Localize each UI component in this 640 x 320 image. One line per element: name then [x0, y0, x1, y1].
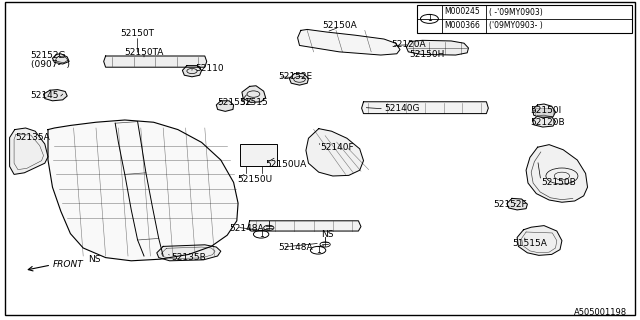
Bar — [240, 144, 277, 166]
Polygon shape — [182, 66, 202, 77]
Polygon shape — [289, 74, 308, 85]
Text: ('09MY0903- ): ('09MY0903- ) — [489, 21, 543, 30]
Text: 52145: 52145 — [31, 92, 60, 100]
Polygon shape — [526, 145, 588, 202]
Text: 52120B: 52120B — [530, 118, 564, 127]
Polygon shape — [104, 56, 207, 67]
Polygon shape — [44, 90, 67, 101]
Polygon shape — [10, 128, 48, 174]
Text: 52135B: 52135B — [172, 253, 206, 262]
Text: 52152E: 52152E — [278, 72, 312, 81]
Text: 52150B: 52150B — [541, 178, 575, 187]
Polygon shape — [157, 245, 221, 261]
Text: 52152G: 52152G — [31, 52, 66, 60]
Polygon shape — [406, 40, 468, 55]
Polygon shape — [532, 115, 556, 127]
Text: (0907-  ): (0907- ) — [31, 60, 70, 68]
Text: NS: NS — [88, 255, 101, 264]
Text: 52140G: 52140G — [384, 104, 419, 113]
Bar — [417, 5, 632, 33]
Text: 52152F: 52152F — [493, 200, 527, 209]
Text: FRONT: FRONT — [52, 260, 83, 269]
Text: ( -'09MY0903): ( -'09MY0903) — [489, 7, 543, 17]
Text: 52150I: 52150I — [530, 106, 561, 115]
Text: 52150H: 52150H — [410, 50, 445, 59]
Polygon shape — [248, 221, 361, 231]
Text: 1: 1 — [427, 14, 432, 23]
Polygon shape — [52, 54, 69, 64]
Polygon shape — [532, 104, 556, 118]
Polygon shape — [362, 102, 488, 114]
Text: 52150A: 52150A — [322, 21, 356, 30]
Text: 1: 1 — [316, 246, 321, 255]
Text: 52140F: 52140F — [320, 143, 354, 152]
Text: NS: NS — [321, 230, 334, 239]
Text: M000366: M000366 — [444, 21, 480, 30]
Polygon shape — [306, 129, 364, 176]
Text: 52150U: 52150U — [237, 175, 272, 184]
Text: 52153Z: 52153Z — [218, 98, 252, 107]
Text: 52150UA: 52150UA — [266, 160, 307, 169]
Text: 52135A: 52135A — [15, 133, 50, 142]
Polygon shape — [48, 120, 238, 261]
Polygon shape — [298, 29, 400, 55]
Text: 52150TA: 52150TA — [124, 48, 164, 57]
Text: 52148A: 52148A — [229, 224, 264, 233]
Text: 51515: 51515 — [239, 98, 268, 107]
Text: 1: 1 — [259, 230, 264, 239]
Polygon shape — [507, 198, 527, 210]
Text: 52150T: 52150T — [120, 29, 155, 38]
Text: A505001198: A505001198 — [574, 308, 627, 317]
Bar — [535, 108, 553, 116]
Text: 52110: 52110 — [195, 64, 224, 73]
Polygon shape — [216, 101, 234, 111]
Polygon shape — [242, 86, 266, 102]
Text: 52148A: 52148A — [278, 243, 313, 252]
Polygon shape — [517, 226, 562, 255]
Text: M000245: M000245 — [444, 7, 480, 17]
Text: 51515A: 51515A — [512, 239, 547, 248]
Text: 52120A: 52120A — [392, 40, 426, 49]
